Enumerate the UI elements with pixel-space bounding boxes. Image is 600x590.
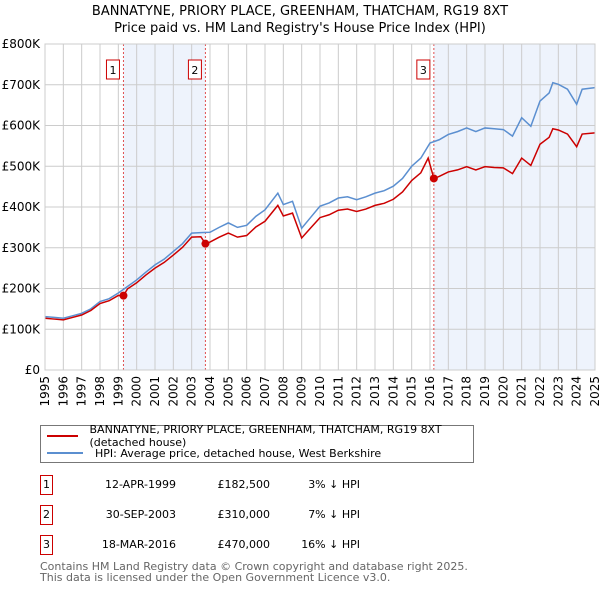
x-tick-label: 2012: [350, 376, 364, 407]
sale-point: [119, 291, 128, 300]
x-tick-label: 1998: [93, 376, 107, 407]
x-tick-label: 2020: [496, 376, 510, 407]
x-tick-label: 2005: [221, 376, 235, 407]
sale-point: [429, 174, 438, 183]
legend-label-hpi: HPI: Average price, detached house, West…: [95, 446, 382, 460]
x-tick-label: 1997: [75, 376, 89, 407]
sale-label: 3: [420, 64, 427, 77]
series-line: [44, 127, 596, 321]
x-tick-label: 2025: [588, 376, 600, 407]
legend: BANNATYNE, PRIORY PLACE, GREENHAM, THATC…: [40, 423, 474, 463]
transaction-number: 3: [40, 535, 53, 555]
x-tick-label: 1999: [111, 376, 125, 407]
chart-title: BANNATYNE, PRIORY PLACE, GREENHAM, THATC…: [91, 4, 509, 19]
x-tick-label: 2023: [551, 376, 565, 407]
footer-copyright: Contains HM Land Registry data © Crown c…: [40, 560, 468, 573]
x-tick-label: 2002: [166, 376, 180, 407]
x-tick-label: 2021: [515, 376, 529, 407]
transaction-number: 1: [40, 475, 53, 495]
transaction-hpi-diff: 3% ↓ HPI: [308, 478, 360, 491]
legend-swatch-property: [47, 435, 78, 437]
x-tick-label: 1996: [56, 376, 70, 407]
x-tick-label: 2004: [203, 376, 217, 407]
x-tick-label: 2006: [240, 376, 254, 407]
y-tick-label: £200K: [2, 282, 42, 296]
x-tick-label: 1995: [38, 376, 52, 407]
x-tick-label: 2014: [386, 376, 400, 407]
y-tick-label: £400K: [2, 200, 42, 214]
x-tick-label: 2009: [295, 376, 309, 407]
sale-label-box: [416, 59, 431, 80]
transaction-number: 2: [40, 505, 53, 525]
x-tick-label: 2011: [331, 376, 345, 407]
x-tick-label: 2024: [570, 376, 584, 407]
price-chart: 1995 1996 1997 1998 1999 2000 2001 2002 2003 2004…: [2, 37, 600, 407]
y-tick-label: £500K: [2, 159, 42, 173]
x-tick-label: 2008: [276, 376, 290, 407]
sale-label-box: [105, 59, 120, 80]
sale-label: 2: [191, 64, 198, 77]
series-line: [44, 81, 596, 320]
x-tick-label: 2001: [148, 376, 162, 407]
transaction-price: £470,000: [217, 538, 271, 551]
transaction-price: £310,000: [217, 508, 271, 521]
y-tick-label: £300K: [2, 241, 42, 255]
transaction-date: 12-APR-1999: [104, 478, 176, 491]
legend-item-property: BANNATYNE, PRIORY PLACE, GREENHAM, THATC…: [47, 423, 473, 449]
x-tick-label: 2015: [405, 376, 419, 407]
x-tick-label: 2019: [478, 376, 492, 407]
x-tick-label: 2017: [441, 376, 455, 407]
x-tick-label: 2022: [533, 376, 547, 407]
transaction-date: 30-SEP-2003: [105, 508, 176, 521]
y-tick-label: £100K: [2, 322, 42, 336]
transaction-price: £182,500: [217, 478, 271, 491]
x-tick-label: 2007: [258, 376, 272, 407]
sale-label: 1: [109, 64, 116, 77]
sale-point: [201, 239, 210, 248]
x-tick-label: 2013: [368, 376, 382, 407]
y-tick-label: £0: [25, 363, 40, 377]
x-tick-label: 2010: [313, 376, 327, 407]
transaction-hpi-diff: 7% ↓ HPI: [308, 508, 360, 521]
x-tick-label: 2003: [185, 376, 199, 407]
sale-label-box: [187, 59, 202, 80]
chart-subtitle: Price paid vs. HM Land Registry's House …: [114, 21, 486, 36]
transaction-date: 18-MAR-2016: [101, 538, 176, 551]
legend-swatch-hpi: [47, 452, 83, 454]
y-tick-label: £600K: [2, 119, 42, 133]
legend-item-hpi: HPI: Average price, detached house, West…: [47, 445, 381, 461]
footer-licence: This data is licensed under the Open Gov…: [40, 571, 391, 584]
transaction-hpi-diff: 16% ↓ HPI: [301, 538, 360, 551]
x-tick-label: 2000: [130, 376, 144, 407]
y-tick-label: £800K: [2, 37, 42, 51]
legend-label-property: BANNATYNE, PRIORY PLACE, GREENHAM, THATC…: [89, 423, 442, 449]
y-tick-label: £700K: [2, 78, 42, 92]
x-tick-label: 2018: [460, 376, 474, 407]
x-tick-label: 2016: [423, 376, 437, 407]
plot-border: [44, 43, 596, 371]
